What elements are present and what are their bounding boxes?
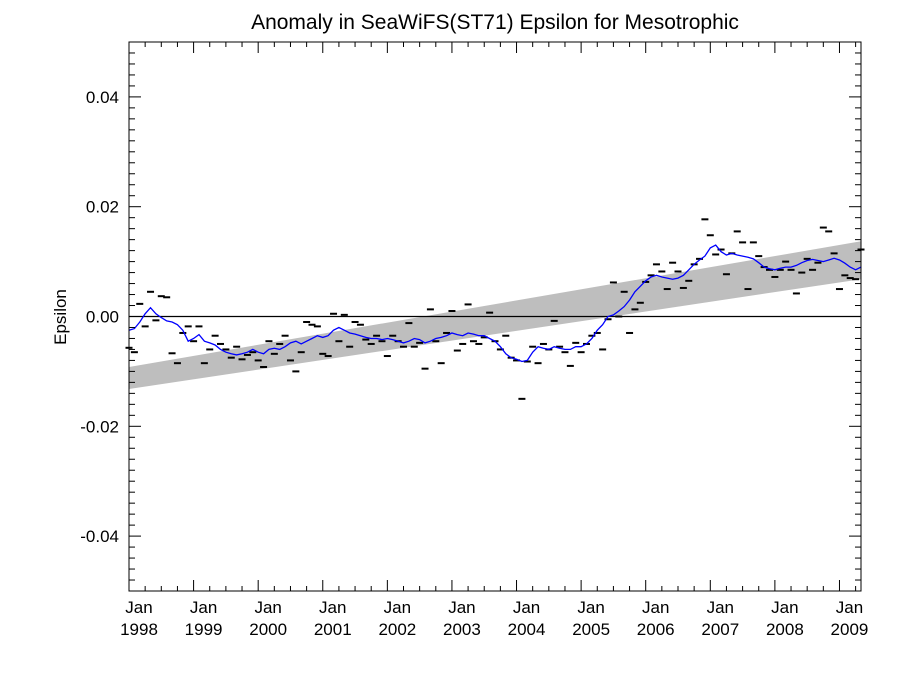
x-tick-label-year: 2004 xyxy=(508,620,546,639)
series-line xyxy=(128,244,862,363)
x-tick-label-year: 2001 xyxy=(314,620,352,639)
y-axis-label: Epsilon xyxy=(51,289,70,345)
x-tick-label-year: 1998 xyxy=(120,620,158,639)
x-tick-label-month: Jan xyxy=(513,598,540,617)
x-tick-label-month: Jan xyxy=(319,598,346,617)
x-tick-label-year: 2009 xyxy=(831,620,869,639)
x-tick-label-year: 2003 xyxy=(443,620,481,639)
x-tick-label-month: Jan xyxy=(836,598,863,617)
y-tick-label: 0.02 xyxy=(86,198,119,217)
y-tick-label: 0.04 xyxy=(86,88,119,107)
x-tick-label-month: Jan xyxy=(254,598,281,617)
x-tick-label-month: Jan xyxy=(448,598,475,617)
x-tick-label-month: Jan xyxy=(577,598,604,617)
chart-title: Anomaly in SeaWiFS(ST71) Epsilon for Mes… xyxy=(251,11,739,34)
x-tick-label-month: Jan xyxy=(384,598,411,617)
x-tick-label-year: 2006 xyxy=(637,620,675,639)
x-tick-label-month: Jan xyxy=(642,598,669,617)
x-tick-label-month: Jan xyxy=(707,598,734,617)
x-tick-label-year: 2000 xyxy=(249,620,287,639)
x-tick-label-year: 2007 xyxy=(701,620,739,639)
y-tick-label: -0.02 xyxy=(80,417,119,436)
x-tick-label-year: 1999 xyxy=(185,620,223,639)
trend-band xyxy=(129,241,861,389)
y-tick-label: 0.00 xyxy=(86,308,119,327)
y-tick-label: -0.04 xyxy=(80,527,119,546)
plot-area: 0.04 0.02 0.00 -0.02 -0.04 Jan 1998 Jan 1999 Jan 2… xyxy=(80,41,869,639)
x-tick-label-year: 2008 xyxy=(766,620,804,639)
x-tick-label-month: Jan xyxy=(125,598,152,617)
x-tick-label-month: Jan xyxy=(771,598,798,617)
x-tick-label-month: Jan xyxy=(190,598,217,617)
x-tick-label-year: 2002 xyxy=(378,620,416,639)
x-tick-label-year: 2005 xyxy=(572,620,610,639)
